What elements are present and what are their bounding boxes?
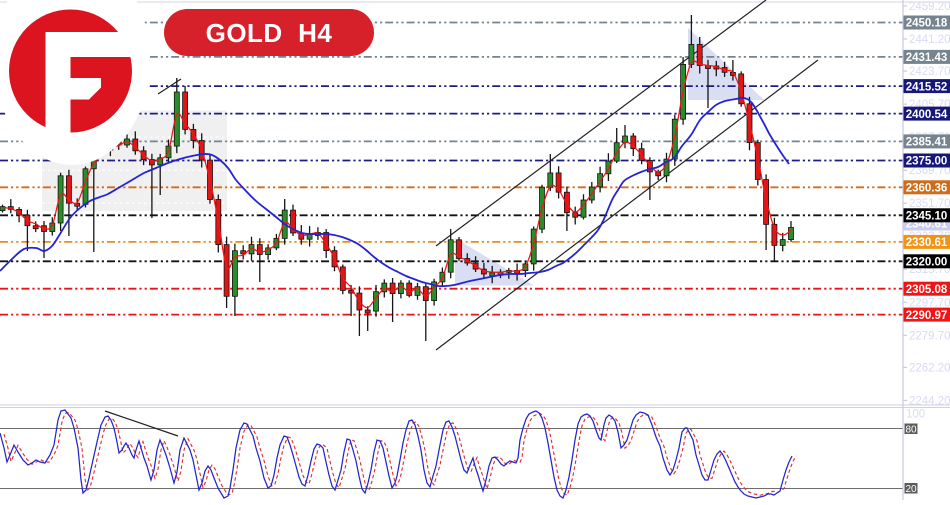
svg-text:GOLD H4: GOLD H4 [206, 18, 333, 48]
svg-text:2400.54: 2400.54 [906, 109, 948, 121]
svg-text:2423.70: 2423.70 [909, 66, 950, 78]
svg-text:2375.00: 2375.00 [906, 156, 948, 168]
svg-text:2279.70: 2279.70 [909, 330, 950, 342]
svg-text:80: 80 [905, 424, 917, 435]
svg-text:2385.41: 2385.41 [906, 137, 948, 149]
svg-text:2360.36: 2360.36 [906, 183, 948, 195]
svg-text:2305.08: 2305.08 [906, 284, 948, 296]
svg-text:2297.70: 2297.70 [909, 297, 950, 309]
svg-text:2450.18: 2450.18 [906, 18, 948, 30]
svg-text:2320.00: 2320.00 [906, 257, 948, 269]
svg-text:2415.52: 2415.52 [906, 81, 948, 93]
svg-text:2244.20: 2244.20 [909, 395, 950, 407]
svg-text:100: 100 [906, 409, 925, 421]
svg-text:2262.20: 2262.20 [909, 362, 950, 374]
svg-text:2290.97: 2290.97 [906, 310, 948, 322]
svg-text:2441.20: 2441.20 [909, 34, 950, 46]
svg-text:2431.43: 2431.43 [906, 52, 948, 64]
svg-text:20: 20 [905, 484, 917, 495]
svg-text:2345.10: 2345.10 [906, 211, 948, 223]
svg-text:2459.20: 2459.20 [909, 1, 950, 13]
svg-text:2330.61: 2330.61 [906, 237, 948, 249]
